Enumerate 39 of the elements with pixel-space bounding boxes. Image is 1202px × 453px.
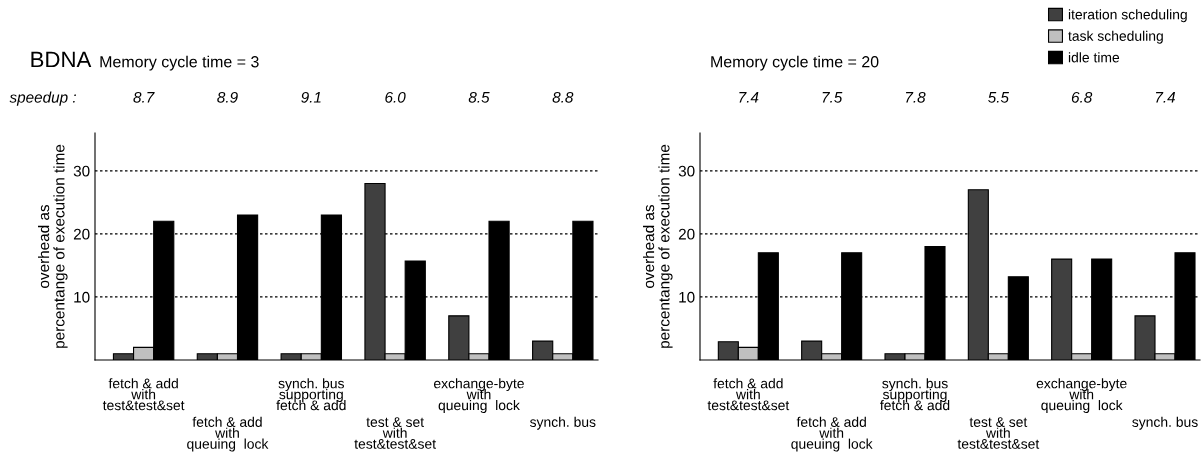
x-tick-label: fetch & add with test&test&set [102, 378, 185, 411]
x-tick-label: fetch & add with queuing lock [791, 416, 873, 452]
chart-subtitle: Memory cycle time = 3 [100, 55, 259, 71]
text: 6.8 [1071, 91, 1093, 103]
y-axis-title: overhead as percentange of execution time [643, 144, 673, 348]
text: 8.5 [468, 91, 490, 103]
legend-label: task scheduling [1068, 30, 1163, 44]
text: 7.8 [905, 91, 926, 103]
text: 9.1 [301, 91, 321, 103]
x-tick-label: synch. bus [529, 416, 596, 430]
y-tick-label: 10 [679, 291, 695, 303]
x-tick-label: exchange-byte with queuing lock [433, 378, 524, 413]
text: 8.9 [217, 91, 238, 103]
x-tick-label: test & set with test&test&set [354, 417, 436, 449]
x-tick-label: synch. bus [1132, 416, 1198, 430]
text: speedup : [9, 91, 76, 106]
text: 7.5 [822, 92, 843, 103]
y-tick-label: 10 [74, 291, 90, 303]
x-tick-label: synch. bus supporting fetch & add [276, 378, 346, 411]
x-tick-label: synch. bus supporting fetch & add [880, 378, 950, 411]
text: 8.7 [133, 91, 155, 103]
y-tick-label: 20 [73, 228, 90, 240]
y-tick-label: 30 [73, 165, 90, 177]
y-tick-label: 30 [678, 165, 695, 177]
chart-title: BDNA [31, 51, 92, 68]
chart-subtitle: Memory cycle time = 20 [711, 55, 879, 71]
x-tick-label: exchange-byte with queuing lock [1036, 378, 1127, 413]
y-axis-title: overhead as percentange of execution time [38, 144, 68, 348]
text: 8.8 [552, 91, 574, 103]
text: 7.4 [1155, 92, 1176, 103]
x-tick-label: fetch & add with queuing lock [187, 416, 269, 452]
legend-label: idle time [1068, 52, 1120, 63]
y-tick-label: 20 [678, 228, 695, 240]
text: 7.4 [739, 92, 759, 103]
x-tick-label: test & set with test&test&set [957, 417, 1040, 449]
text: 5.5 [988, 92, 1009, 103]
legend-label: iteration scheduling [1068, 9, 1187, 23]
text: 6.0 [385, 91, 406, 103]
x-tick-label: fetch & add with test&test&set [707, 378, 790, 411]
